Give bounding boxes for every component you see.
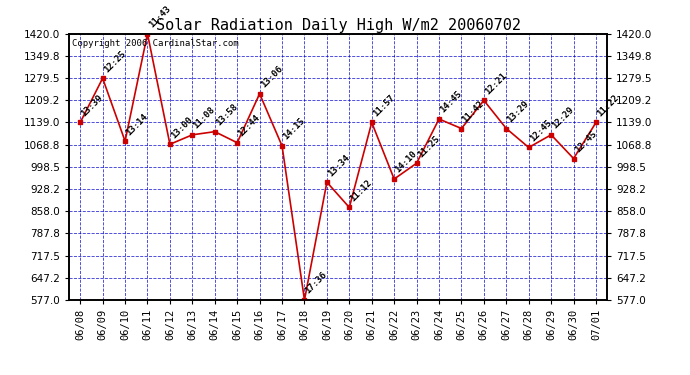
- Text: 11:12: 11:12: [348, 178, 374, 203]
- Text: 13:39: 13:39: [79, 93, 105, 118]
- Text: 14:45: 14:45: [438, 90, 464, 115]
- Title: Solar Radiation Daily High W/m2 20060702: Solar Radiation Daily High W/m2 20060702: [156, 18, 520, 33]
- Text: 12:44: 12:44: [237, 113, 262, 138]
- Text: 13:58: 13:58: [214, 102, 239, 128]
- Text: 14:15: 14:15: [282, 116, 306, 142]
- Text: 12:21: 12:21: [483, 71, 509, 96]
- Text: 13:34: 13:34: [326, 153, 351, 178]
- Text: 11:57: 11:57: [371, 93, 396, 118]
- Text: 12:45: 12:45: [528, 118, 553, 143]
- Text: 11:22: 11:22: [595, 93, 620, 118]
- Text: 13:00: 13:00: [169, 115, 195, 140]
- Text: 12:45: 12:45: [573, 129, 598, 154]
- Text: 11:25: 11:25: [416, 134, 441, 159]
- Text: 14:10: 14:10: [393, 150, 419, 175]
- Text: Copyright 2006 CardinalStar.com: Copyright 2006 CardinalStar.com: [72, 39, 238, 48]
- Text: 11:43: 11:43: [147, 4, 172, 30]
- Text: 13:14: 13:14: [124, 112, 150, 137]
- Text: 17:36: 17:36: [304, 270, 329, 296]
- Text: 13:06: 13:06: [259, 64, 284, 90]
- Text: 13:29: 13:29: [506, 99, 531, 124]
- Text: 11:42: 11:42: [461, 99, 486, 124]
- Text: 12:29: 12:29: [551, 105, 575, 130]
- Text: 11:08: 11:08: [192, 105, 217, 130]
- Text: 12:25: 12:25: [102, 49, 127, 74]
